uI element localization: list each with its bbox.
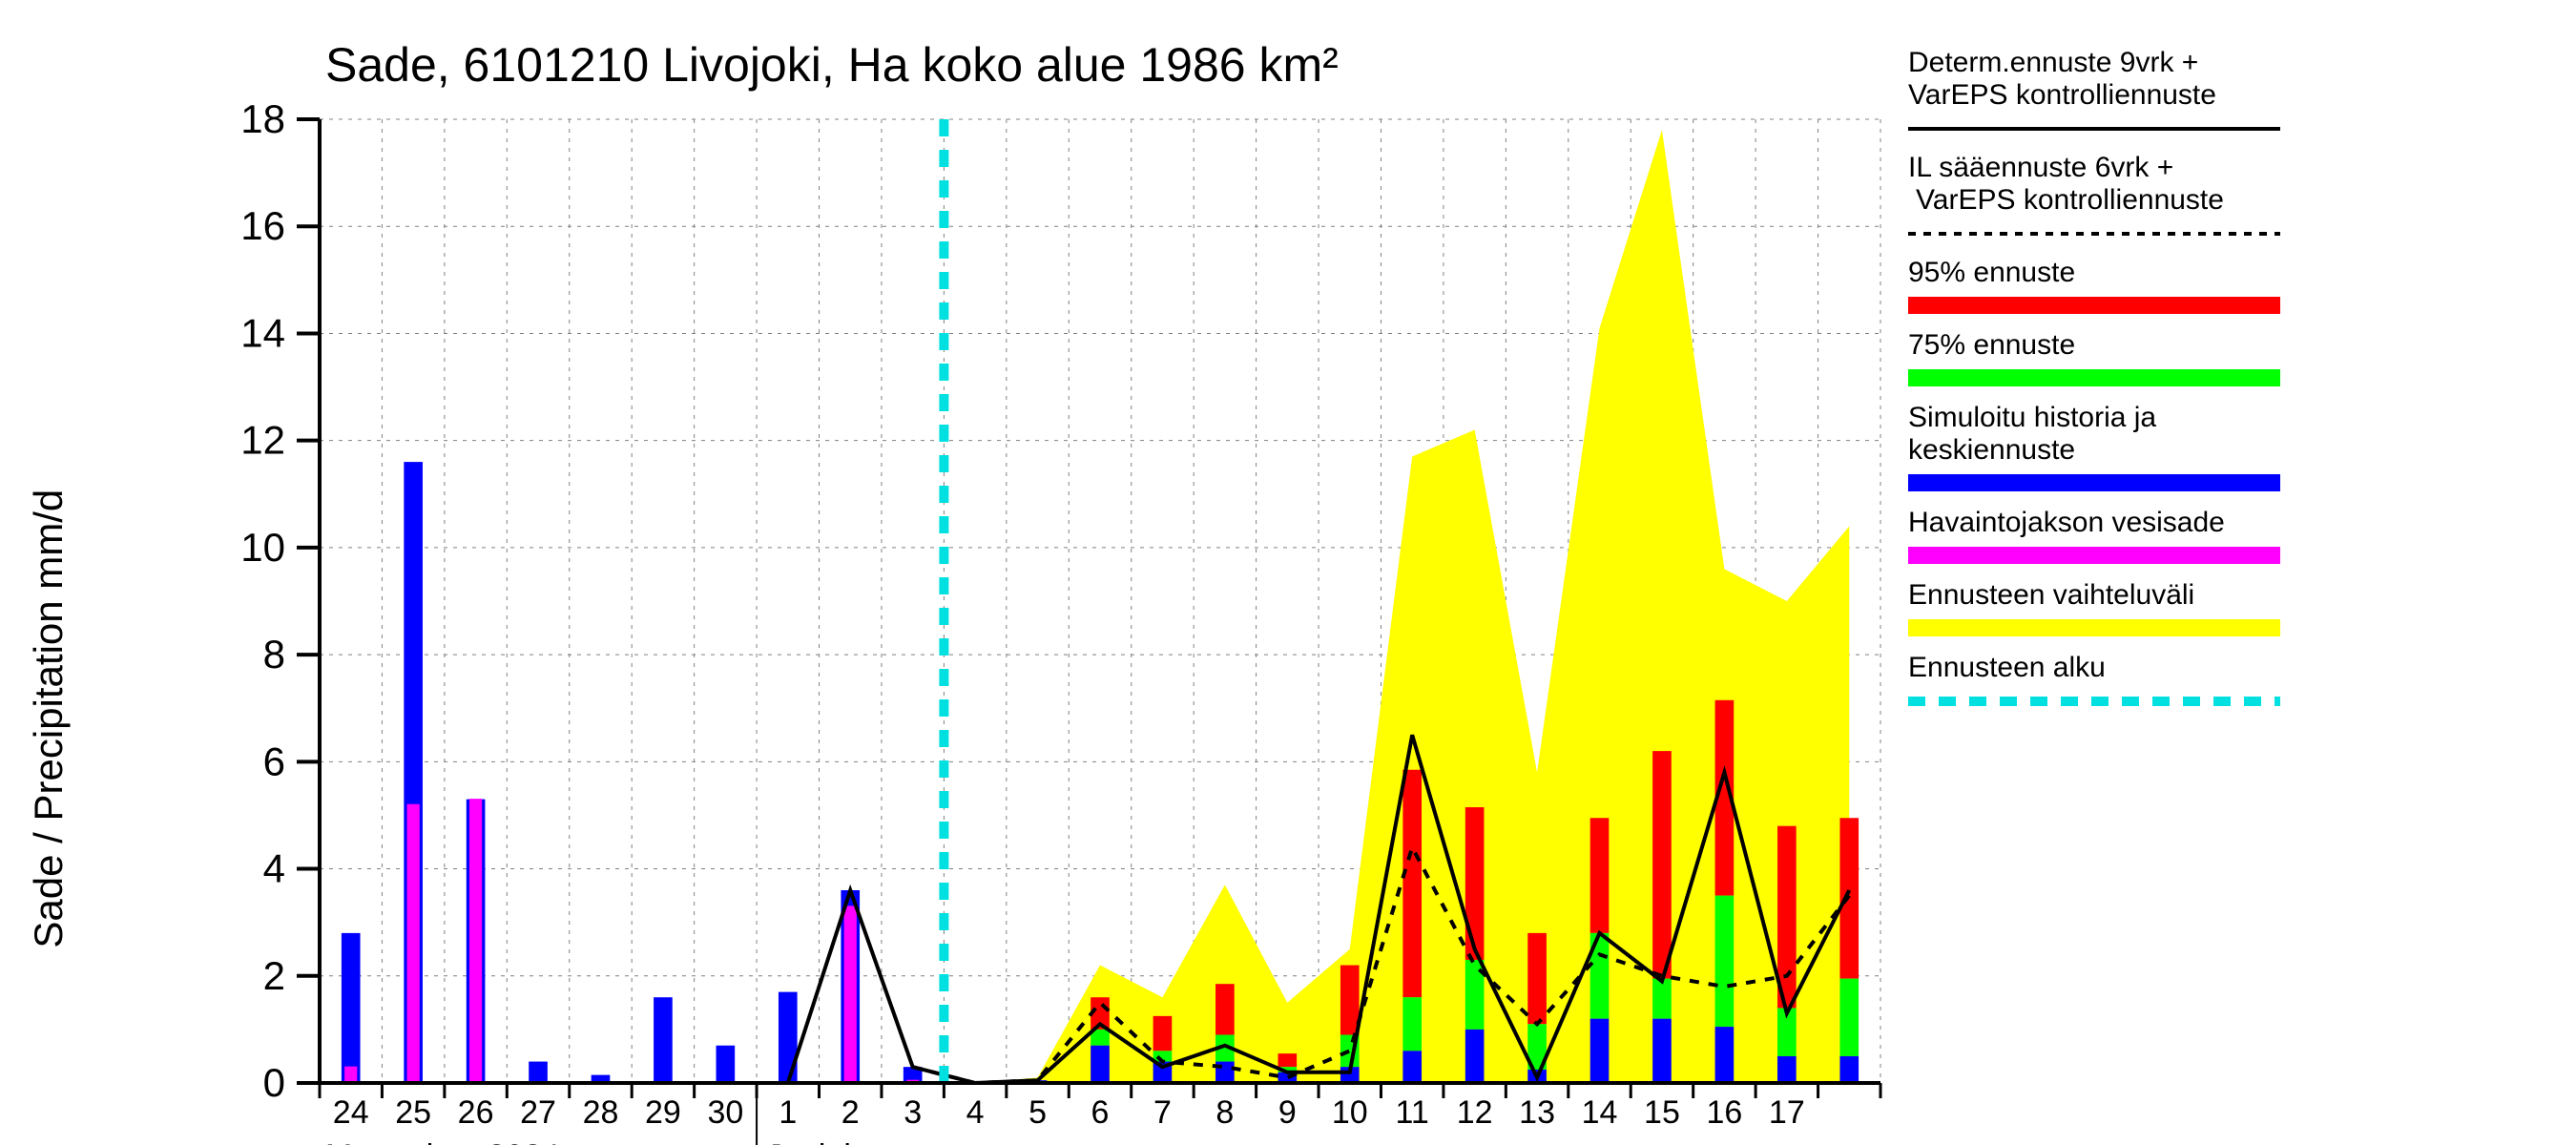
bar-green — [1402, 997, 1422, 1051]
bar-blue — [342, 933, 361, 1083]
y-tick-label: 6 — [263, 739, 285, 783]
bar-red — [1527, 933, 1547, 1024]
precipitation-chart: 0246810121416182425262728293012345678910… — [0, 0, 2576, 1145]
chart-title: Sade, 6101210 Livojoki, Ha koko alue 198… — [325, 38, 1339, 92]
bar-blue — [1465, 1030, 1485, 1083]
legend-label: 95% ennuste — [1908, 257, 2075, 288]
legend-swatch — [1908, 474, 2280, 491]
x-tick-label: 11 — [1396, 1094, 1429, 1131]
bar-blue — [1590, 1019, 1610, 1083]
y-tick-label: 12 — [240, 418, 285, 463]
x-tick-label: 17 — [1769, 1094, 1805, 1131]
y-tick-label: 8 — [263, 632, 285, 677]
bar-red — [1153, 1016, 1173, 1051]
bar-red — [1402, 770, 1422, 997]
legend-label: 75% ennuste — [1908, 329, 2075, 361]
bar-blue — [779, 992, 798, 1083]
bar-magenta — [844, 906, 856, 1083]
legend-swatch — [1908, 369, 2280, 386]
legend-label: Simuloitu historia ja — [1908, 402, 2156, 433]
month2-fi: Joulukuu — [766, 1138, 896, 1145]
bar-blue — [654, 997, 673, 1083]
x-tick-label: 8 — [1215, 1094, 1234, 1131]
bar-red — [1340, 966, 1360, 1035]
bar-blue — [1839, 1056, 1859, 1083]
bar-blue — [1652, 1019, 1672, 1083]
legend-label: keskiennuste — [1908, 434, 2075, 466]
y-tick-label: 2 — [263, 953, 285, 998]
x-tick-label: 1 — [779, 1094, 797, 1131]
month1-fi: Marraskuu 2024 — [325, 1138, 560, 1145]
x-tick-label: 6 — [1091, 1094, 1110, 1131]
x-tick-label: 28 — [583, 1094, 619, 1131]
bar-red — [1590, 818, 1610, 933]
x-tick-label: 10 — [1332, 1094, 1368, 1131]
legend-swatch — [1908, 547, 2280, 564]
legend-label: Determ.ennuste 9vrk + — [1908, 47, 2198, 78]
bar-blue — [529, 1062, 548, 1083]
bar-green — [1839, 979, 1859, 1056]
y-tick-label: 0 — [263, 1060, 285, 1105]
legend-label: VarEPS kontrolliennuste — [1916, 184, 2224, 216]
bar-red — [1652, 751, 1672, 978]
y-tick-label: 14 — [240, 310, 285, 355]
x-tick-label: 3 — [904, 1094, 922, 1131]
x-tick-label: 13 — [1519, 1094, 1555, 1131]
x-tick-label: 24 — [333, 1094, 369, 1131]
x-tick-label: 16 — [1706, 1094, 1742, 1131]
x-tick-label: 29 — [645, 1094, 681, 1131]
legend-label: Havaintojakson vesisade — [1908, 507, 2225, 538]
x-tick-label: 25 — [395, 1094, 431, 1131]
x-tick-label: 27 — [520, 1094, 556, 1131]
x-tick-label: 15 — [1644, 1094, 1680, 1131]
legend-swatch — [1908, 297, 2280, 314]
y-axis-label: Sade / Precipitation mm/d — [26, 489, 71, 948]
x-tick-label: 5 — [1028, 1094, 1047, 1131]
y-tick-label: 18 — [240, 96, 285, 141]
x-tick-label: 26 — [458, 1094, 494, 1131]
bar-blue — [717, 1046, 736, 1083]
y-tick-label: 10 — [240, 525, 285, 570]
legend-label: Ennusteen vaihteluväli — [1908, 579, 2194, 611]
legend-label: Ennusteen alku — [1908, 652, 2106, 683]
bar-magenta — [470, 800, 482, 1083]
x-tick-label: 9 — [1278, 1094, 1297, 1131]
bar-magenta — [345, 1067, 357, 1083]
bar-red — [1215, 984, 1235, 1034]
bar-magenta — [407, 804, 419, 1083]
bar-green — [1652, 979, 1672, 1019]
bar-red — [1278, 1053, 1298, 1067]
y-tick-label: 4 — [263, 846, 285, 891]
x-tick-label: 14 — [1582, 1094, 1618, 1131]
bar-blue — [1091, 1046, 1110, 1083]
chart-stage: { "meta": { "title": "Sade, 6101210 Livo… — [0, 0, 2576, 1145]
legend-swatch — [1908, 619, 2280, 636]
bar-blue — [1402, 1051, 1422, 1083]
y-tick-label: 16 — [240, 203, 285, 248]
x-tick-label: 2 — [841, 1094, 860, 1131]
legend-label: VarEPS kontrolliennuste — [1908, 79, 2216, 111]
bar-blue — [1715, 1027, 1735, 1083]
bar-blue — [1777, 1056, 1797, 1083]
x-tick-label: 4 — [966, 1094, 985, 1131]
x-tick-label: 7 — [1153, 1094, 1172, 1131]
x-tick-label: 12 — [1457, 1094, 1493, 1131]
legend-label: IL sääennuste 6vrk + — [1908, 152, 2173, 183]
bar-red — [1465, 807, 1485, 960]
bar-green — [1715, 896, 1735, 1027]
x-tick-label: 30 — [707, 1094, 743, 1131]
